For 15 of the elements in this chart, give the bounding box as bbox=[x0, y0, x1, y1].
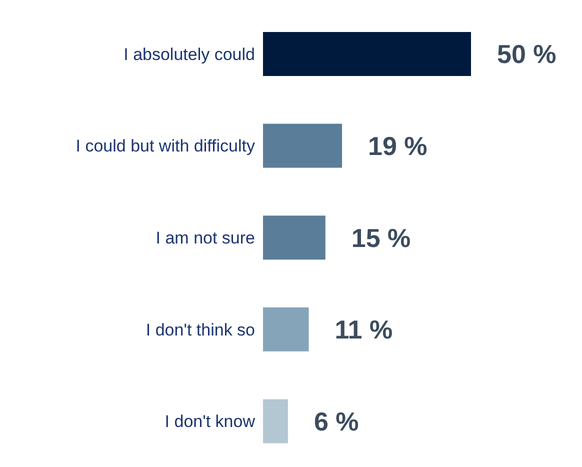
data-label: 15 % bbox=[351, 222, 411, 253]
y-tick-label: I don't know bbox=[164, 412, 256, 432]
data-label: 19 % bbox=[368, 131, 428, 162]
y-tick-label: I am not sure bbox=[156, 228, 255, 248]
bar bbox=[263, 399, 288, 444]
bar bbox=[263, 32, 471, 76]
bar bbox=[263, 216, 326, 260]
data-label: 50 % bbox=[497, 39, 556, 70]
y-tick-label: I don't think so bbox=[146, 320, 255, 340]
bar bbox=[263, 124, 342, 168]
y-tick-label: I could but with difficulty bbox=[76, 136, 256, 156]
data-label: 11 % bbox=[334, 314, 393, 345]
y-tick-label: I absolutely could bbox=[124, 44, 255, 64]
bar bbox=[263, 307, 309, 352]
data-label: 6 % bbox=[314, 406, 359, 436]
